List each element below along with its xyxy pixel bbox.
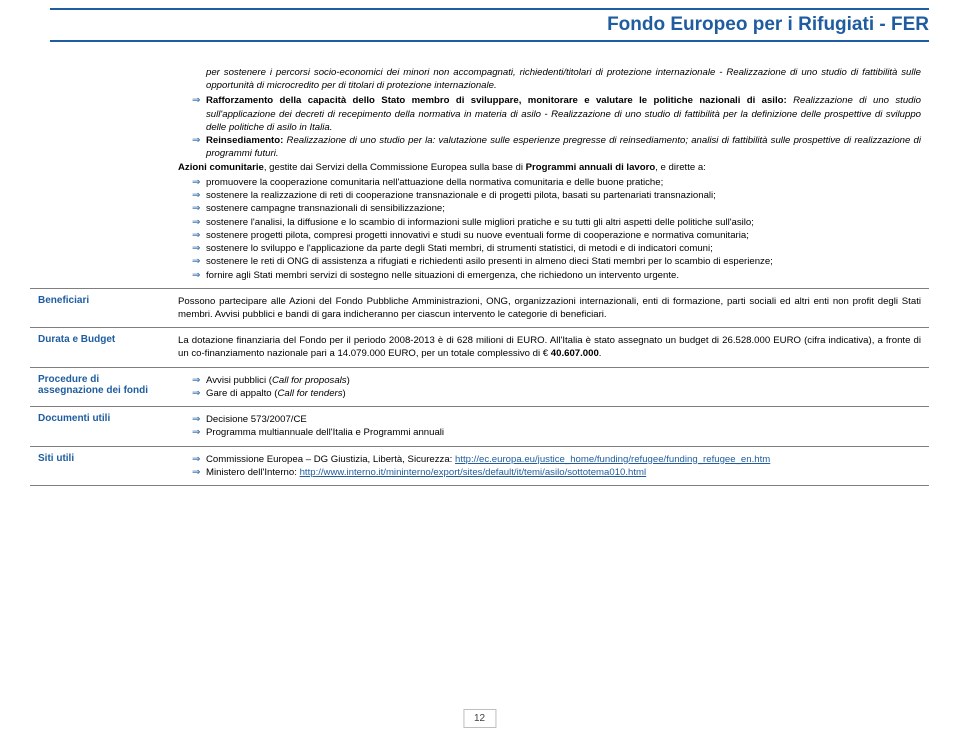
intro-block-0: Rafforzamento della capacità dello Stato… — [192, 94, 921, 134]
durata-amount: 40.607.000 — [551, 348, 599, 359]
azioni-line: Azioni comunitarie, gestite dai Servizi … — [178, 161, 921, 174]
azioni-item: promuovere la cooperazione comunitaria n… — [192, 176, 921, 189]
azioni-item: sostenere lo sviluppo e l'applicazione d… — [192, 242, 921, 255]
label-empty — [30, 66, 170, 288]
siti-link-0[interactable]: http://ec.europa.eu/justice_home/funding… — [455, 454, 770, 465]
proc-0-tail: ) — [347, 375, 350, 386]
intro-block-1: Reinsediamento: Realizzazione di uno stu… — [192, 134, 921, 160]
intro-lead: per sostenere i percorsi socio-economici… — [178, 66, 921, 92]
siti-0-pre: Commissione Europea – DG Giustizia, Libe… — [206, 454, 455, 465]
proc-1-plain: Gare di appalto ( — [206, 388, 277, 399]
info-table: per sostenere i percorsi socio-economici… — [30, 66, 929, 486]
durata-post: . — [599, 348, 602, 359]
page-title: Fondo Europeo per i Rifugiati - FER — [50, 8, 929, 42]
azioni-post: , e dirette a: — [655, 162, 706, 173]
proc-1-italic: Call for tenders — [277, 388, 342, 399]
azioni-item: sostenere l'analisi, la diffusione e lo … — [192, 216, 921, 229]
siti-1-pre: Ministero dell'Interno: — [206, 467, 300, 478]
siti-item: Ministero dell'Interno: http://www.inter… — [192, 466, 921, 479]
intro-block-1-body: Realizzazione di uno studio per la: valu… — [206, 135, 921, 159]
procedure-item: Gare di appalto (Call for tenders) — [192, 387, 921, 400]
page-number: 12 — [463, 709, 496, 728]
value-durata: La dotazione finanziaria del Fondo per i… — [170, 328, 929, 367]
value-procedure: Avvisi pubblici (Call for proposals) Gar… — [170, 367, 929, 406]
azioni-item: sostenere le reti di ONG di assistenza a… — [192, 255, 921, 268]
proc-1-tail: ) — [343, 388, 346, 399]
azioni-pre: Azioni comunitarie — [178, 162, 264, 173]
intro-block-0-head: Rafforzamento della capacità dello Stato… — [206, 95, 787, 106]
azioni-mid: , gestite dai Servizi della Commissione … — [264, 162, 526, 173]
value-documenti: Decisione 573/2007/CE Programma multiann… — [170, 407, 929, 446]
documenti-item: Decisione 573/2007/CE — [192, 413, 921, 426]
proc-0-plain: Avvisi pubblici ( — [206, 375, 272, 386]
azioni-item: fornire agli Stati membri servizi di sos… — [192, 269, 921, 282]
label-siti: Siti utili — [30, 446, 170, 485]
siti-item: Commissione Europea – DG Giustizia, Libe… — [192, 453, 921, 466]
azioni-item: sostenere progetti pilota, compresi prog… — [192, 229, 921, 242]
intro-cell: per sostenere i percorsi socio-economici… — [170, 66, 929, 288]
azioni-bold2: Programmi annuali di lavoro — [526, 162, 656, 173]
label-procedure: Procedure di assegnazione dei fondi — [30, 367, 170, 406]
label-durata: Durata e Budget — [30, 328, 170, 367]
azioni-item: sostenere campagne transnazionali di sen… — [192, 202, 921, 215]
procedure-item: Avvisi pubblici (Call for proposals) — [192, 374, 921, 387]
azioni-item: sostenere la realizzazione di reti di co… — [192, 189, 921, 202]
documenti-item: Programma multiannuale dell'Italia e Pro… — [192, 426, 921, 439]
label-beneficiari: Beneficiari — [30, 288, 170, 327]
proc-0-italic: Call for proposals — [272, 375, 347, 386]
value-siti: Commissione Europea – DG Giustizia, Libe… — [170, 446, 929, 485]
durata-pre: La dotazione finanziaria del Fondo per i… — [178, 335, 921, 359]
label-documenti: Documenti utili — [30, 407, 170, 446]
intro-block-1-head: Reinsediamento: — [206, 135, 283, 146]
value-beneficiari: Possono partecipare alle Azioni del Fond… — [170, 288, 929, 327]
siti-link-1[interactable]: http://www.interno.it/mininterno/export/… — [300, 467, 647, 478]
